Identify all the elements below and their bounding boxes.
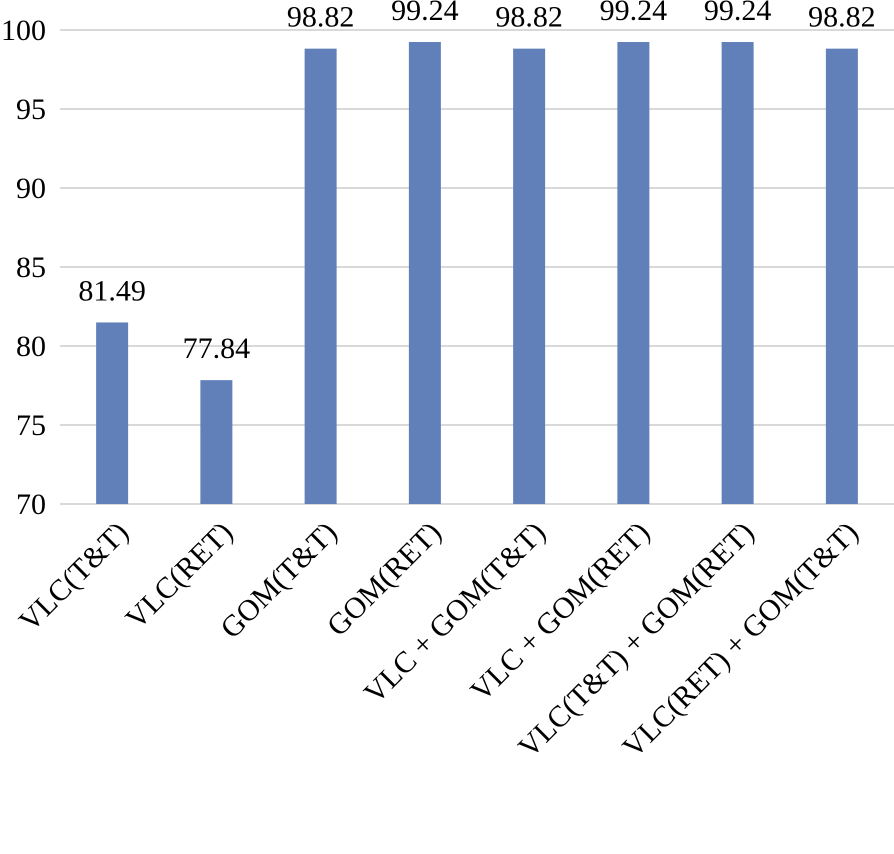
data-label: 99.24 (600, 0, 668, 27)
data-label: 77.84 (183, 332, 251, 365)
data-label: 98.82 (495, 1, 563, 34)
y-axis-ticks: 70 75 80 85 90 95 100 (1, 14, 46, 521)
y-tick-label: 80 (16, 330, 46, 363)
y-tick-label: 70 (16, 488, 46, 521)
gridlines (60, 29, 894, 505)
bar (304, 48, 337, 504)
bar (513, 48, 546, 504)
y-tick-label: 90 (16, 172, 46, 205)
data-label: 98.82 (808, 1, 876, 34)
data-label: 99.24 (391, 0, 459, 27)
bar (617, 42, 650, 505)
category-label: VLC + GOM(RET) (464, 516, 656, 708)
data-label: 99.24 (704, 0, 772, 27)
category-label: VLC + GOM(T&T) (358, 516, 552, 710)
bar (825, 48, 858, 504)
bar (96, 322, 129, 504)
bars (96, 42, 858, 505)
y-tick-label: 85 (16, 251, 46, 284)
data-label: 98.82 (287, 1, 355, 34)
bar (721, 42, 754, 505)
y-tick-label: 100 (1, 14, 46, 47)
bar (408, 42, 441, 505)
category-label: VLC(T&T) (13, 516, 135, 638)
x-axis-categories: VLC(T&T)VLC(RET)GOM(T&T)GOM(RET)VLC + GO… (13, 516, 865, 765)
y-tick-label: 95 (16, 93, 46, 126)
data-label: 81.49 (78, 274, 146, 307)
bar (200, 380, 233, 504)
data-labels: 81.49 77.84 98.82 99.24 98.82 99.24 99.24 98.82 (78, 0, 875, 365)
y-tick-label: 75 (16, 409, 46, 442)
